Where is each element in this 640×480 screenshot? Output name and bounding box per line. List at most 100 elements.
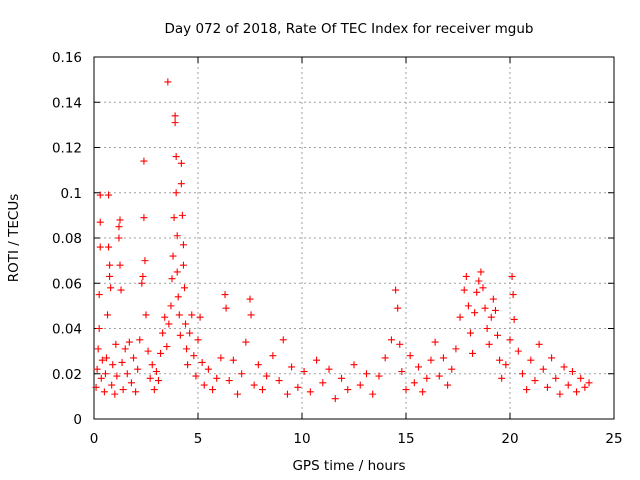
data-point [209, 386, 217, 394]
data-point [356, 381, 364, 389]
data-point [178, 211, 186, 219]
data-point [543, 383, 551, 391]
data-point [94, 345, 102, 353]
data-point [141, 257, 149, 265]
data-point [406, 352, 414, 360]
data-point [101, 370, 109, 378]
data-point [402, 386, 410, 394]
data-point [242, 338, 250, 346]
data-point [159, 329, 167, 337]
data-point [123, 370, 131, 378]
data-point [531, 377, 539, 385]
data-point [246, 295, 254, 303]
data-point [564, 381, 572, 389]
data-point [176, 331, 184, 339]
data-point [108, 381, 116, 389]
data-point [200, 381, 208, 389]
data-point [139, 272, 147, 280]
data-point [140, 214, 148, 222]
x-axis-label: GPS time / hours [292, 458, 405, 474]
data-point [489, 295, 497, 303]
data-point [275, 377, 283, 385]
data-point [462, 272, 470, 280]
data-point [161, 313, 169, 321]
data-point [140, 157, 148, 165]
data-point [125, 338, 133, 346]
x-tick-label: 10 [293, 431, 310, 447]
data-point [92, 383, 100, 391]
x-tick-label: 25 [605, 431, 622, 447]
data-point [469, 349, 477, 357]
data-point [250, 381, 258, 389]
data-point [387, 336, 395, 344]
data-point [444, 381, 452, 389]
data-point [439, 354, 447, 362]
data-point [535, 340, 543, 348]
x-tick-label: 0 [90, 431, 99, 447]
y-tick-label: 0.04 [52, 322, 82, 338]
data-point [381, 354, 389, 362]
data-point [130, 354, 138, 362]
data-point [279, 336, 287, 344]
data-point [556, 390, 564, 398]
x-tick-label: 20 [501, 431, 518, 447]
data-point [98, 356, 106, 364]
data-point [107, 284, 115, 292]
data-point [466, 329, 474, 337]
data-point [331, 395, 339, 403]
data-point [100, 388, 108, 396]
data-point [157, 349, 165, 357]
data-point [115, 223, 123, 231]
data-point [174, 293, 182, 301]
data-point [177, 180, 185, 188]
data-point [109, 361, 117, 369]
data-point [112, 340, 120, 348]
data-point [165, 320, 173, 328]
data-point [473, 288, 481, 296]
data-point [217, 354, 225, 362]
data-point [179, 261, 187, 269]
data-point [313, 356, 321, 364]
data-point [190, 352, 198, 360]
data-point [221, 291, 229, 299]
y-tick-label: 0.06 [52, 276, 82, 292]
data-point [194, 336, 202, 344]
data-point [96, 191, 104, 199]
data-point [167, 302, 175, 310]
data-point [97, 374, 105, 382]
data-point [506, 336, 514, 344]
data-point [104, 311, 112, 319]
data-point [375, 372, 383, 380]
data-point [105, 243, 113, 251]
y-tick-label: 0.16 [52, 50, 82, 66]
data-point [518, 370, 526, 378]
data-point [254, 361, 262, 369]
data-point [294, 383, 302, 391]
data-point [419, 388, 427, 396]
data-point [581, 383, 589, 391]
data-point [164, 78, 172, 86]
data-point [173, 268, 181, 276]
data-point [192, 372, 200, 380]
data-point [514, 347, 522, 355]
data-point [179, 241, 187, 249]
data-point [338, 374, 346, 382]
data-point [213, 374, 221, 382]
data-point [414, 363, 422, 371]
data-point [283, 390, 291, 398]
tick-labels: 0 5 10 15 20 25 0 0.02 0.04 0.06 0.08 0.1 0.12 0.14 0.… [52, 50, 623, 447]
data-point [225, 377, 233, 385]
data-point [509, 291, 517, 299]
data-point [508, 272, 516, 280]
data-point [573, 388, 581, 396]
data-point [396, 340, 404, 348]
data-point [502, 361, 510, 369]
x-tick-label: 15 [397, 431, 414, 447]
data-point [448, 365, 456, 373]
data-point [136, 336, 144, 344]
data-point [119, 386, 127, 394]
data-point [494, 331, 502, 339]
data-point [118, 358, 126, 366]
